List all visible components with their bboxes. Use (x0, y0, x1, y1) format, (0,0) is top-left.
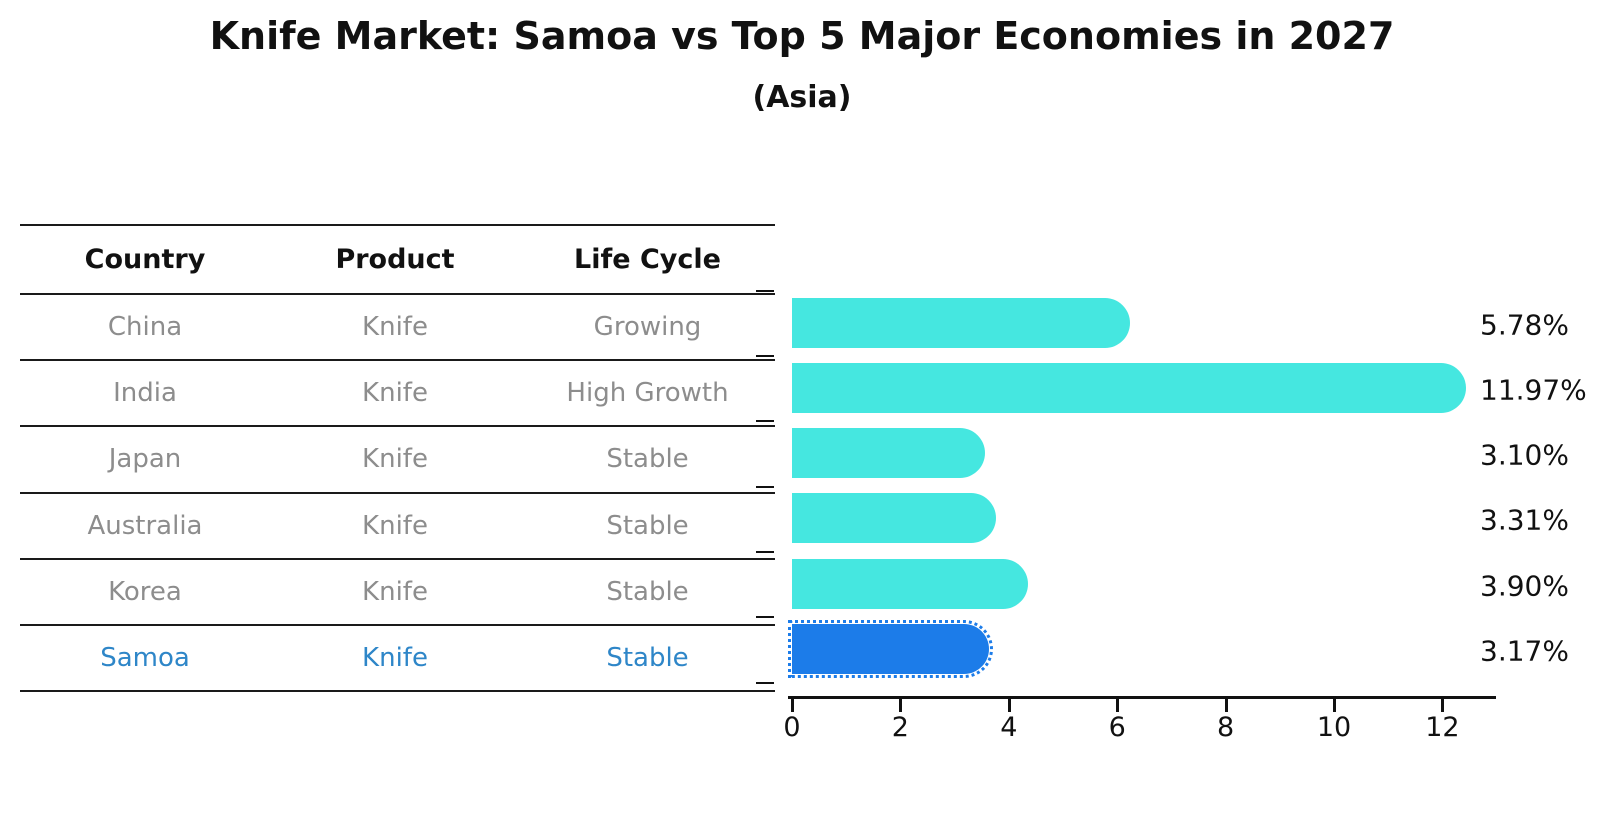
table-cell-life-cycle: Stable (606, 643, 689, 674)
y-axis-tick (756, 551, 774, 553)
table-header-cell: Country (84, 244, 206, 275)
table-row: Australia Knife Stable (20, 494, 775, 560)
y-axis-tick (756, 681, 774, 684)
x-axis-tick-label: 4 (1000, 712, 1018, 743)
bar-value-label: 5.78% (1480, 308, 1569, 341)
y-axis-tick (756, 485, 774, 488)
x-axis-tick (1333, 699, 1336, 712)
bar-value-label: 3.31% (1480, 503, 1569, 537)
table-cell-product: Knife (362, 576, 428, 607)
table-row: China Knife Growing (20, 295, 775, 362)
bar-korea (792, 558, 1029, 609)
bar-samoa (788, 620, 993, 678)
x-axis-tick (791, 699, 794, 712)
country-product-table: Country Product Life Cycle China Knife Growin… (20, 224, 775, 693)
bar-value-label: 11.97% (1480, 373, 1587, 407)
chart-title: Knife Market: Samoa vs Top 5 Major Econo… (209, 14, 1395, 58)
table-cell-product: Knife (362, 510, 428, 541)
table-cell-country: Samoa (100, 643, 190, 674)
x-axis-tick (1007, 699, 1011, 712)
chart-subtitle: (Asia) (752, 80, 852, 115)
bar-value-label: 3.10% (1480, 438, 1569, 472)
x-axis-tick (1441, 699, 1445, 712)
table-cell-life-cycle: Growing (593, 312, 702, 343)
x-axis-line (788, 696, 1496, 699)
x-axis-tick (899, 699, 903, 712)
y-axis-tick (756, 420, 774, 423)
table-cell-country: China (107, 312, 183, 343)
table-row: India Knife High Growth (20, 361, 775, 428)
table-row: Samoa Knife Stable (20, 626, 775, 693)
bar-china (792, 297, 1131, 348)
table-cell-product: Knife (362, 312, 428, 343)
table-cell-product: Knife (362, 643, 428, 674)
bar-india (792, 362, 1466, 413)
x-axis-tick-label: 12 (1425, 712, 1460, 743)
bar-japan (792, 428, 986, 479)
bar-value-label: 3.90% (1480, 569, 1569, 603)
table-row: Japan Knife Stable (20, 427, 775, 494)
table-cell-country: Australia (87, 510, 203, 541)
x-axis-tick-label: 2 (891, 712, 909, 743)
table-cell-product: Knife (362, 444, 428, 475)
table-cell-life-cycle: Stable (606, 576, 689, 607)
x-axis-tick-label: 8 (1217, 712, 1235, 743)
table-cell-country: India (113, 378, 177, 409)
y-axis-tick (756, 616, 774, 619)
table-cell-life-cycle: Stable (606, 444, 689, 475)
table-cell-country: Korea (108, 576, 182, 607)
table-cell-life-cycle: High Growth (566, 378, 729, 409)
table-cell-country: Japan (108, 444, 182, 475)
x-axis-tick (1116, 699, 1120, 712)
table-header-cell: Product (335, 244, 455, 275)
bar-value-label: 3.17% (1480, 634, 1569, 668)
y-axis-tick (756, 355, 774, 358)
table-cell-product: Knife (362, 378, 428, 409)
x-axis-tick-label: 6 (1108, 712, 1126, 743)
x-axis-tick-label: 10 (1316, 712, 1352, 743)
x-axis-tick (1224, 699, 1228, 712)
table-row: Korea Knife Stable (20, 560, 775, 626)
y-axis-tick (756, 289, 774, 292)
table-header-cell: Life Cycle (574, 244, 721, 275)
x-axis-tick-label: 0 (783, 712, 801, 743)
table-header-row: Country Product Life Cycle (20, 226, 775, 295)
bar-australia (792, 493, 997, 544)
table-cell-life-cycle: Stable (606, 510, 689, 541)
